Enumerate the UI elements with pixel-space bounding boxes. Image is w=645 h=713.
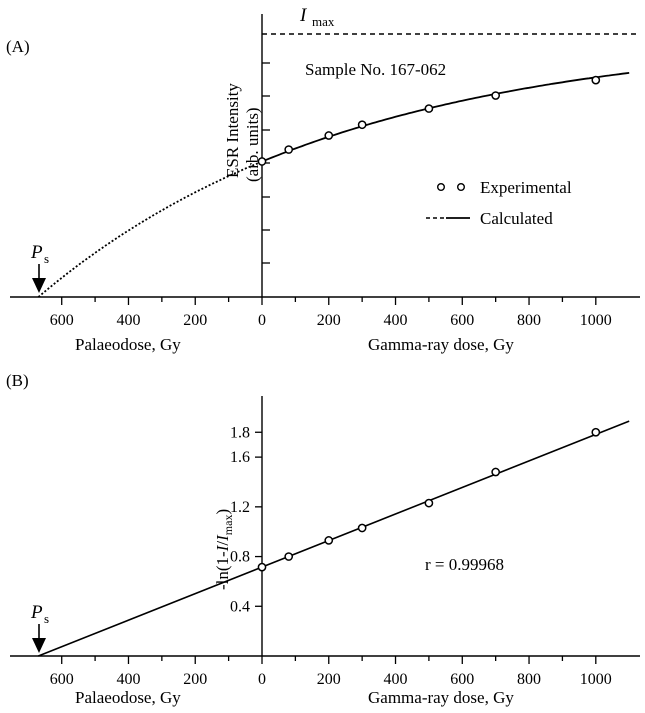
x-tick-label: 0 bbox=[258, 312, 266, 329]
experimental-points bbox=[257, 427, 601, 572]
x-tick-label: 1000 bbox=[580, 671, 612, 688]
y-tick-label: 0.8 bbox=[230, 549, 250, 566]
data-point bbox=[284, 552, 294, 561]
imax-label: I bbox=[299, 5, 308, 26]
x-axis-ticks: 600 400 200 0 200 400 600 800 1000 bbox=[50, 297, 612, 329]
y-axis-ticks: 0.4 0.8 1.2 1.6 1.8 bbox=[230, 424, 262, 615]
x-tick-label: 1000 bbox=[580, 312, 612, 329]
x-tick-label: 200 bbox=[317, 312, 341, 329]
x-axis-ticks: 600 400 200 0 200 400 600 800 1000 bbox=[50, 656, 612, 688]
x-axis-label-left: Palaeodose, Gy bbox=[75, 335, 181, 354]
data-point bbox=[591, 75, 601, 85]
legend-calculated: Calculated bbox=[480, 209, 553, 228]
regression-line bbox=[38, 420, 630, 657]
x-tick-label: 400 bbox=[384, 671, 408, 688]
x-tick-label: 200 bbox=[183, 671, 207, 688]
data-point bbox=[284, 145, 294, 154]
x-tick-label: 800 bbox=[517, 312, 541, 329]
x-tick-label: 0 bbox=[258, 671, 266, 688]
x-tick-label: 600 bbox=[450, 312, 474, 329]
y-tick-label: 1.8 bbox=[230, 424, 250, 441]
data-point bbox=[257, 157, 267, 166]
panel-a: (A) I max ESR Intensity (arb. units) Sam… bbox=[6, 5, 640, 354]
panel-b: (B) -ln(1-I/Imax) 0.40.81.21.61.8 600 400… bbox=[6, 371, 640, 707]
x-tick-label: 400 bbox=[116, 671, 140, 688]
extrapolated-curve bbox=[37, 160, 263, 298]
y-tick-label: 1.2 bbox=[230, 499, 250, 516]
sample-annotation: Sample No. 167-062 bbox=[305, 60, 446, 79]
x-tick-label: 600 bbox=[50, 312, 74, 329]
x-tick-label: 600 bbox=[50, 671, 74, 688]
data-point bbox=[324, 131, 334, 140]
ps-label: P bbox=[30, 602, 43, 623]
data-point bbox=[491, 91, 501, 100]
y-axis-label-line1: ESR Intensity bbox=[223, 83, 242, 178]
data-point bbox=[357, 523, 367, 533]
data-point bbox=[424, 104, 434, 113]
x-tick-label: 800 bbox=[517, 671, 541, 688]
fitted-curve bbox=[261, 72, 630, 163]
y-tick-label: 0.4 bbox=[230, 598, 250, 615]
ps-label: P bbox=[30, 242, 43, 263]
legend: Experimental Calculated bbox=[426, 178, 572, 228]
ps-subscript: s bbox=[44, 251, 49, 266]
x-tick-label: 600 bbox=[450, 671, 474, 688]
legend-experimental: Experimental bbox=[480, 178, 572, 197]
data-point bbox=[491, 467, 501, 477]
data-point bbox=[357, 120, 367, 130]
data-point bbox=[257, 562, 267, 572]
panel-b-label: (B) bbox=[6, 371, 29, 390]
x-tick-label: 400 bbox=[116, 312, 140, 329]
x-tick-label: 200 bbox=[317, 671, 341, 688]
legend-circle-symbol bbox=[437, 182, 446, 191]
ps-arrow bbox=[32, 264, 46, 293]
x-axis-label-right: Gamma-ray dose, Gy bbox=[368, 688, 514, 707]
experimental-points bbox=[257, 75, 601, 166]
x-tick-label: 400 bbox=[384, 312, 408, 329]
ps-arrow bbox=[32, 624, 46, 653]
x-tick-label: 200 bbox=[183, 312, 207, 329]
imax-subscript: max bbox=[312, 14, 335, 29]
legend-circle-symbol bbox=[457, 182, 466, 191]
correlation-annotation: r = 0.99968 bbox=[425, 555, 504, 574]
data-point bbox=[324, 536, 334, 545]
x-axis-label-left: Palaeodose, Gy bbox=[75, 688, 181, 707]
y-tick-label: 1.6 bbox=[230, 449, 250, 466]
x-axis-label-right: Gamma-ray dose, Gy bbox=[368, 335, 514, 354]
y-axis-label-line2: (arb. units) bbox=[243, 107, 262, 182]
data-point bbox=[424, 498, 434, 508]
ps-subscript: s bbox=[44, 611, 49, 626]
data-point bbox=[591, 427, 601, 437]
panel-a-label: (A) bbox=[6, 37, 30, 56]
